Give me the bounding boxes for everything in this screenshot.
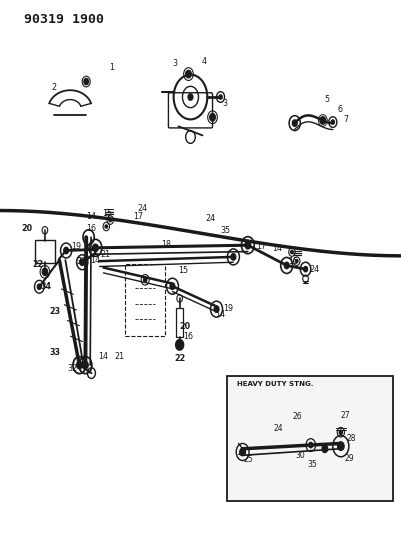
Circle shape: [309, 442, 313, 448]
Circle shape: [109, 219, 111, 222]
Circle shape: [322, 445, 328, 453]
Circle shape: [176, 340, 184, 350]
Circle shape: [84, 78, 89, 85]
Text: 21: 21: [100, 251, 110, 259]
Circle shape: [284, 262, 289, 269]
Text: 22: 22: [174, 354, 185, 362]
Text: 3: 3: [222, 100, 227, 108]
Text: 14: 14: [273, 244, 282, 253]
Text: 24: 24: [274, 424, 284, 433]
Circle shape: [339, 430, 342, 434]
Circle shape: [188, 94, 193, 100]
Circle shape: [240, 448, 245, 456]
Circle shape: [291, 251, 293, 254]
Text: 16: 16: [87, 224, 96, 232]
Text: 33: 33: [50, 349, 61, 357]
Text: 22: 22: [32, 260, 44, 269]
Circle shape: [42, 268, 48, 276]
Text: 29: 29: [345, 454, 354, 463]
Circle shape: [231, 254, 236, 260]
Text: 3: 3: [172, 60, 177, 68]
Circle shape: [245, 241, 251, 249]
Text: 17: 17: [133, 212, 144, 221]
Text: 27: 27: [341, 411, 350, 420]
Text: 23: 23: [50, 308, 61, 316]
Text: 31: 31: [77, 257, 88, 265]
Text: 15: 15: [102, 209, 113, 217]
Text: 14: 14: [99, 352, 108, 360]
Text: 15: 15: [288, 257, 299, 265]
Text: 28: 28: [346, 434, 356, 442]
Text: 30: 30: [295, 451, 305, 459]
Text: 26: 26: [293, 413, 302, 421]
Text: 17: 17: [256, 242, 267, 251]
Text: 32: 32: [68, 365, 78, 373]
Circle shape: [320, 117, 326, 124]
Text: 2: 2: [52, 84, 57, 92]
Text: 34: 34: [41, 282, 52, 291]
Circle shape: [331, 120, 334, 124]
Circle shape: [338, 442, 344, 450]
Text: 25: 25: [243, 455, 253, 464]
Text: 20: 20: [22, 224, 33, 232]
Circle shape: [292, 120, 297, 126]
Circle shape: [219, 95, 222, 99]
Circle shape: [80, 259, 85, 265]
Text: 4: 4: [202, 58, 207, 66]
Circle shape: [37, 284, 41, 289]
Text: 14: 14: [87, 212, 96, 221]
Text: 24: 24: [137, 205, 148, 213]
Text: 5: 5: [324, 95, 329, 103]
Circle shape: [64, 247, 69, 254]
Circle shape: [77, 361, 82, 369]
Circle shape: [83, 361, 88, 369]
Text: 7: 7: [343, 116, 348, 124]
Text: 24: 24: [310, 265, 320, 274]
Text: 24: 24: [205, 214, 216, 223]
Text: 1: 1: [109, 63, 114, 72]
Text: 90319 1900: 90319 1900: [24, 13, 104, 26]
Circle shape: [105, 225, 107, 228]
Circle shape: [214, 306, 219, 312]
Text: 14: 14: [91, 256, 100, 264]
Text: 14: 14: [215, 310, 225, 319]
Text: 15: 15: [178, 266, 189, 275]
FancyBboxPatch shape: [227, 376, 393, 501]
Bar: [176, 308, 183, 337]
Circle shape: [186, 70, 191, 78]
Circle shape: [93, 244, 98, 252]
Text: 20: 20: [180, 322, 191, 330]
Circle shape: [296, 260, 298, 263]
Text: 35: 35: [308, 461, 318, 469]
Circle shape: [170, 283, 175, 289]
Text: 18: 18: [162, 240, 171, 248]
Text: 21: 21: [114, 352, 125, 360]
Circle shape: [144, 278, 147, 282]
Text: 6: 6: [338, 105, 342, 114]
Circle shape: [210, 114, 215, 121]
Text: 35: 35: [220, 226, 231, 235]
Text: 19: 19: [71, 242, 81, 251]
Text: 19: 19: [223, 304, 233, 312]
Circle shape: [304, 266, 308, 272]
Text: 16: 16: [183, 333, 192, 341]
Text: HEAVY DUTY STNG.: HEAVY DUTY STNG.: [237, 381, 313, 387]
